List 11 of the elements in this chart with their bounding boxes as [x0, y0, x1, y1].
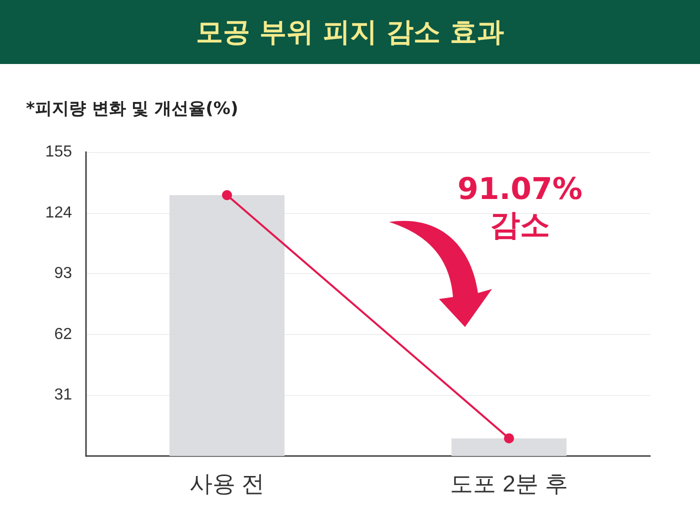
y-tick-label: 93	[54, 265, 72, 282]
annotation: 감소	[489, 208, 551, 244]
x-tick-label: 도포 2분 후	[450, 470, 568, 496]
y-tick-label: 31	[54, 386, 72, 404]
x-tick-label: 사용 전	[189, 470, 265, 496]
y-tick-label: 62	[54, 326, 72, 343]
y-tick-label: 155	[45, 144, 72, 160]
chart-title: 모공 부위 피지 감소 효과	[0, 0, 700, 64]
y-tick-label: 124	[45, 204, 72, 222]
y-axis-title: *피지량 변화 및 개선율(%)	[26, 98, 238, 120]
annotation: 91.07%	[456, 172, 584, 208]
